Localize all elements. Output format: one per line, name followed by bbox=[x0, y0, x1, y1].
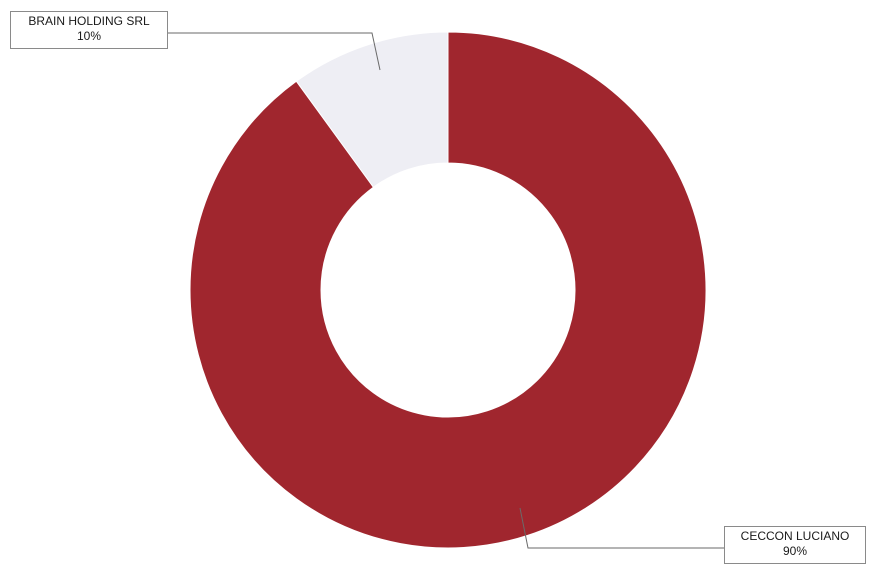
data-label-brain-holding-value: 10% bbox=[76, 29, 102, 43]
donut-slice-ceccon-luciano bbox=[189, 31, 707, 549]
leader-line-ceccon-luciano bbox=[519, 507, 724, 549]
leader-line-brain-holding bbox=[168, 32, 381, 71]
data-label-brain-holding: BRAIN HOLDING SRL 10% bbox=[10, 11, 168, 49]
data-label-ceccon-luciano-value: 90% bbox=[782, 544, 808, 558]
data-label-ceccon-luciano-name: CECCON LUCIANO bbox=[740, 529, 850, 543]
data-label-brain-holding-name: BRAIN HOLDING SRL bbox=[28, 14, 150, 28]
data-label-ceccon-luciano: CECCON LUCIANO 90% bbox=[724, 526, 866, 564]
